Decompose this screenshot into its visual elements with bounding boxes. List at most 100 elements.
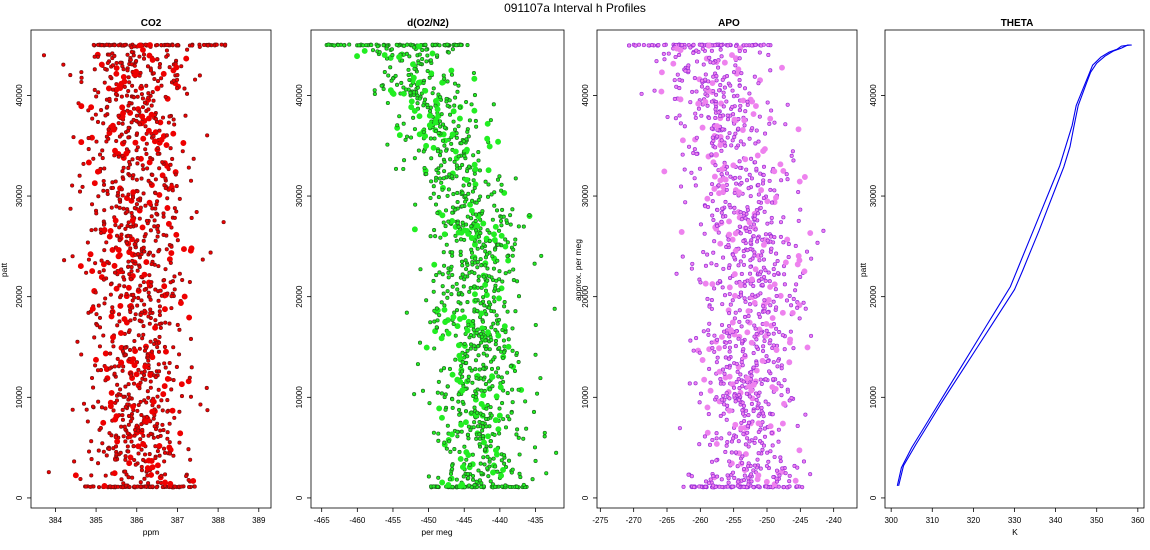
apo-data-point: [796, 257, 803, 264]
co2-data-point: [107, 366, 112, 371]
o2n2-data-point: [488, 405, 493, 410]
apo-data-point: [715, 207, 720, 213]
apo-data-point: [686, 144, 692, 149]
theta-y-tick-label: 10000: [869, 386, 878, 409]
apo-x-tick-label: -275: [592, 516, 609, 525]
o2n2-data-point: [491, 236, 498, 243]
apo-data-point: [709, 281, 716, 288]
co2-data-point: [148, 472, 155, 478]
co2-data-point: [117, 225, 122, 230]
o2n2-data-point: [403, 137, 408, 142]
apo-data-point: [756, 192, 761, 197]
apo-data-point: [764, 463, 769, 469]
o2n2-data-point: [408, 135, 414, 140]
co2-data-point: [156, 249, 161, 254]
co2-data-point: [173, 172, 178, 177]
co2-data-point: [110, 126, 117, 133]
o2n2-data-point: [483, 382, 488, 387]
co2-data-point: [156, 191, 163, 198]
apo-data-point: [710, 213, 715, 218]
co2-data-point: [120, 169, 125, 174]
apo-data-point: [756, 484, 761, 489]
o2n2-data-point: [428, 195, 433, 201]
co2-data-point: [154, 119, 159, 125]
apo-data-point: [759, 357, 766, 364]
o2n2-data-point: [432, 136, 437, 141]
co2-data-point: [116, 113, 121, 118]
o2n2-data-point: [443, 407, 448, 412]
co2-data-point: [158, 428, 163, 433]
apo-data-point: [696, 106, 701, 111]
o2n2-data-point: [424, 47, 429, 52]
apo-data-point: [711, 250, 716, 255]
co2-data-point: [126, 125, 131, 130]
co2-data-point: [154, 462, 161, 469]
o2n2-data-point: [483, 288, 488, 293]
apo-data-point: [755, 406, 760, 411]
apo-data-point: [681, 484, 686, 489]
apo-data-point: [719, 54, 724, 59]
o2n2-data-point: [454, 174, 459, 179]
co2-data-point: [137, 216, 142, 221]
co2-data-point: [152, 324, 159, 331]
o2n2-data-point: [425, 53, 430, 58]
apo-data-point: [720, 77, 725, 82]
o2n2-data-point: [471, 153, 476, 158]
co2-data-point: [95, 119, 101, 125]
apo-data-point: [769, 200, 775, 205]
co2-data-point: [131, 444, 136, 449]
apo-data-point: [677, 113, 682, 118]
apo-data-point: [726, 407, 733, 414]
o2n2-data-point: [469, 342, 474, 347]
apo-data-point: [715, 474, 720, 479]
o2n2-data-point: [460, 204, 465, 209]
co2-data-point: [186, 314, 193, 321]
o2n2-data-point: [427, 75, 432, 80]
apo-data-point: [755, 472, 762, 479]
co2-data-point: [113, 70, 120, 77]
co2-data-point: [128, 277, 134, 282]
o2n2-data-point: [476, 158, 481, 163]
co2-data-point: [121, 434, 126, 439]
o2n2-data-point: [462, 419, 469, 426]
apo-data-point: [713, 115, 718, 120]
co2-data-point: [214, 42, 219, 47]
apo-data-point: [694, 59, 700, 64]
o2n2-data-point: [500, 207, 505, 212]
o2n2-data-point: [508, 213, 513, 218]
o2n2-data-point: [485, 167, 492, 174]
apo-data-point: [796, 218, 801, 223]
apo-data-point: [777, 473, 782, 478]
apo-data-point: [737, 48, 742, 54]
co2-data-point: [142, 363, 149, 370]
o2n2-x-tick-label: -440: [492, 516, 509, 525]
o2n2-data-point: [515, 427, 520, 432]
o2n2-data-point: [384, 46, 389, 51]
co2-data-point: [133, 223, 139, 228]
apo-data-point: [744, 167, 749, 172]
co2-data-point: [142, 308, 147, 313]
co2-data-point: [89, 457, 94, 462]
o2n2-data-point: [501, 338, 506, 343]
apo-data-point: [711, 185, 718, 192]
apo-data-point: [762, 309, 767, 314]
apo-data-point: [749, 479, 754, 484]
o2n2-data-point: [497, 174, 502, 179]
apo-data-point: [742, 283, 747, 288]
o2n2-data-point: [445, 481, 452, 488]
o2n2-data-point: [450, 205, 455, 210]
o2n2-data-point: [499, 182, 504, 187]
o2n2-data-point: [446, 439, 452, 444]
co2-data-point: [153, 191, 158, 196]
apo-data-point: [719, 436, 724, 441]
o2n2-data-point: [449, 141, 454, 146]
apo-data-point: [774, 343, 780, 348]
o2n2-data-point: [476, 198, 481, 203]
apo-data-point: [763, 232, 768, 237]
o2n2-data-point: [440, 187, 445, 192]
o2n2-data-point: [463, 409, 469, 414]
o2n2-data-point: [456, 352, 463, 359]
co2-data-point: [146, 199, 153, 206]
o2n2-data-point: [480, 220, 487, 227]
apo-data-point: [755, 457, 760, 462]
